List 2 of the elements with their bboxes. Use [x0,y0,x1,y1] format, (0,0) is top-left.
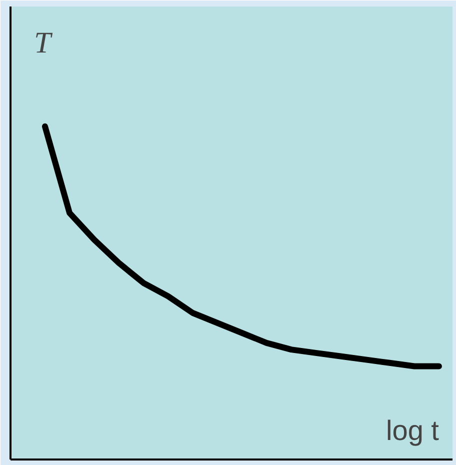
x-axis-title: log t [386,415,440,446]
y-axis-title: T [34,26,54,60]
